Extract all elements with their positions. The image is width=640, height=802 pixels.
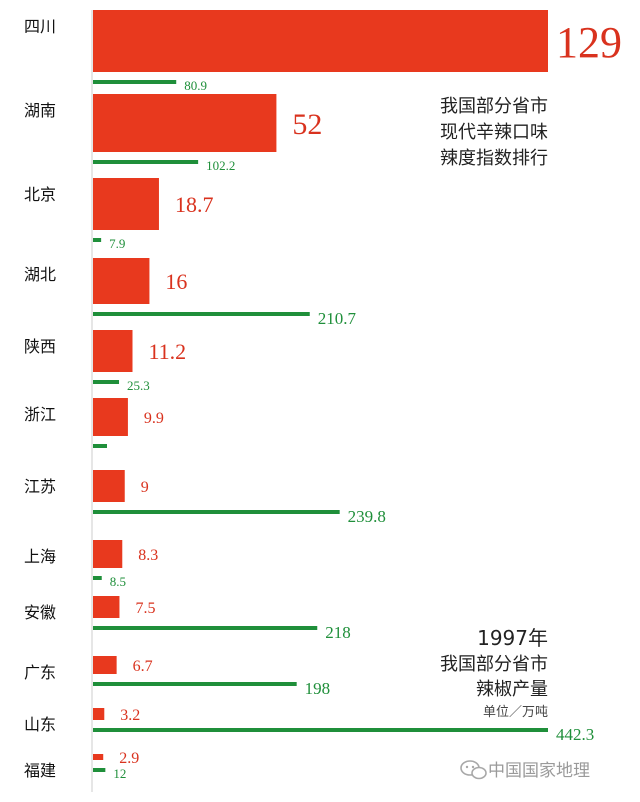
chili-output-value-label: 442.3 [556,725,594,744]
chili-output-value-label: 239.8 [348,507,386,526]
chili-output-value-label: 210.7 [318,309,357,328]
chili-output-value-label: 218 [325,623,351,642]
chili-unit-label: 单位／万吨 [483,705,548,720]
chili-output-value-label: 25.3 [127,378,150,393]
spiciness-value-label: 9.9 [144,410,164,427]
chili-output-bar [93,444,107,448]
chili-title-line-2: 我国部分省市 [440,654,548,675]
province-label: 广东 [24,663,56,682]
chili-output-bar [93,510,340,514]
spiciness-title-line-2: 现代辛辣口味 [440,122,548,143]
chili-title-line-3: 辣椒产量 [476,679,548,700]
spiciness-bar [93,258,150,304]
spiciness-bar [93,398,128,436]
province-label: 浙江 [24,405,56,424]
spiciness-value-label: 9 [141,479,149,496]
chili-output-bar [93,160,199,164]
province-label: 四川 [24,17,56,36]
province-label: 上海 [24,547,56,566]
province-label: 安徽 [24,603,56,622]
chili-output-bar [93,80,177,84]
chili-output-bar [93,728,548,732]
chili-output-value-label: 80.9 [184,78,207,93]
chili-output-bar [93,682,297,686]
spiciness-bar [93,10,548,72]
chili-output-bar [93,380,120,384]
spiciness-value-label: 18.7 [175,192,214,217]
province-label: 福建 [24,761,56,780]
chili-output-bar [93,312,310,316]
spiciness-value-label: 52 [292,108,322,141]
spiciness-bar [93,540,123,568]
province-label: 北京 [24,185,56,204]
spiciness-value-label: 3.2 [120,707,140,724]
province-label: 湖南 [24,101,56,120]
spiciness-title-line-3: 辣度指数排行 [440,148,548,169]
spiciness-title-line-1: 我国部分省市 [440,96,548,117]
watermark-text: 中国国家地理 [488,761,590,781]
chili-output-value-label: 198 [305,679,331,698]
chili-output-title: 1997年 我国部分省市 辣椒产量 单位／万吨 [440,626,548,720]
watermark: 中国国家地理 [460,760,590,781]
chili-output-bar [93,576,102,580]
wechat-icon [460,760,487,780]
spiciness-value-label: 11.2 [149,339,187,364]
spiciness-bar [93,656,117,674]
spiciness-bar [93,470,125,502]
spiciness-value-label: 16 [165,269,187,294]
spiciness-value-label: 6.7 [133,658,153,675]
chili-title-line-1: 1997年 [477,626,548,650]
chili-output-value-label: 7.9 [109,236,125,251]
province-label: 江苏 [24,477,56,496]
spiciness-value-label: 129 [556,18,622,67]
chili-output-bar [93,238,102,242]
chili-output-value-label: 12 [113,766,126,781]
spiciness-bar [93,596,120,618]
chili-output-value-label: 8.5 [110,574,126,589]
spiciness-bar [93,178,159,230]
chili-output-bar [93,768,106,772]
spiciness-title: 我国部分省市 现代辛辣口味 辣度指数排行 [440,96,548,169]
spiciness-bar [93,708,105,720]
spiciness-value-label: 2.9 [119,750,139,767]
chili-output-bar [93,626,318,630]
province-label: 山东 [24,715,56,734]
chili-output-value-label: 102.2 [206,158,235,173]
spiciness-bar [93,754,104,760]
spiciness-value-label: 8.3 [138,547,158,564]
spiciness-value-label: 7.5 [135,600,155,617]
spiciness-bar [93,94,277,152]
province-label: 陕西 [24,337,56,356]
spiciness-bar [93,330,133,372]
province-label: 湖北 [24,265,56,284]
